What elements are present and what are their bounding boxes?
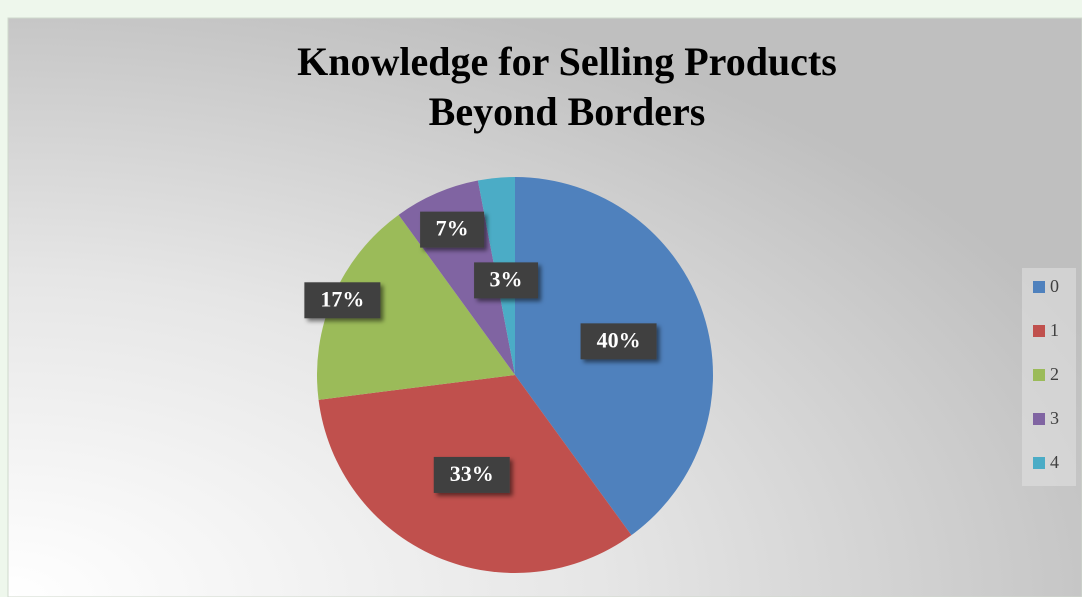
legend-swatch	[1033, 281, 1045, 293]
legend-label: 4	[1050, 452, 1059, 472]
legend-label: 0	[1050, 276, 1059, 296]
data-label-box	[474, 262, 539, 299]
data-label: 7%	[436, 216, 469, 241]
legend-swatch	[1033, 457, 1045, 469]
data-label: 17%	[320, 286, 364, 311]
legend-label: 1	[1050, 320, 1059, 340]
data-label: 3%	[490, 266, 523, 291]
pie-slice	[317, 214, 515, 400]
legend-swatch	[1033, 325, 1045, 337]
legend-box	[1022, 268, 1076, 486]
data-label: 40%	[597, 327, 641, 352]
chart-title: Knowledge for Selling Products Beyond Bor…	[297, 39, 837, 134]
legend-swatch	[1033, 369, 1045, 381]
data-label-box	[304, 282, 381, 319]
data-label-box	[420, 211, 485, 248]
data-label-box	[433, 456, 510, 493]
legend-label: 3	[1050, 408, 1059, 428]
data-label-box	[580, 323, 657, 360]
legend-swatch	[1033, 413, 1045, 425]
legend-label: 2	[1050, 364, 1059, 384]
data-label: 33%	[450, 461, 494, 486]
